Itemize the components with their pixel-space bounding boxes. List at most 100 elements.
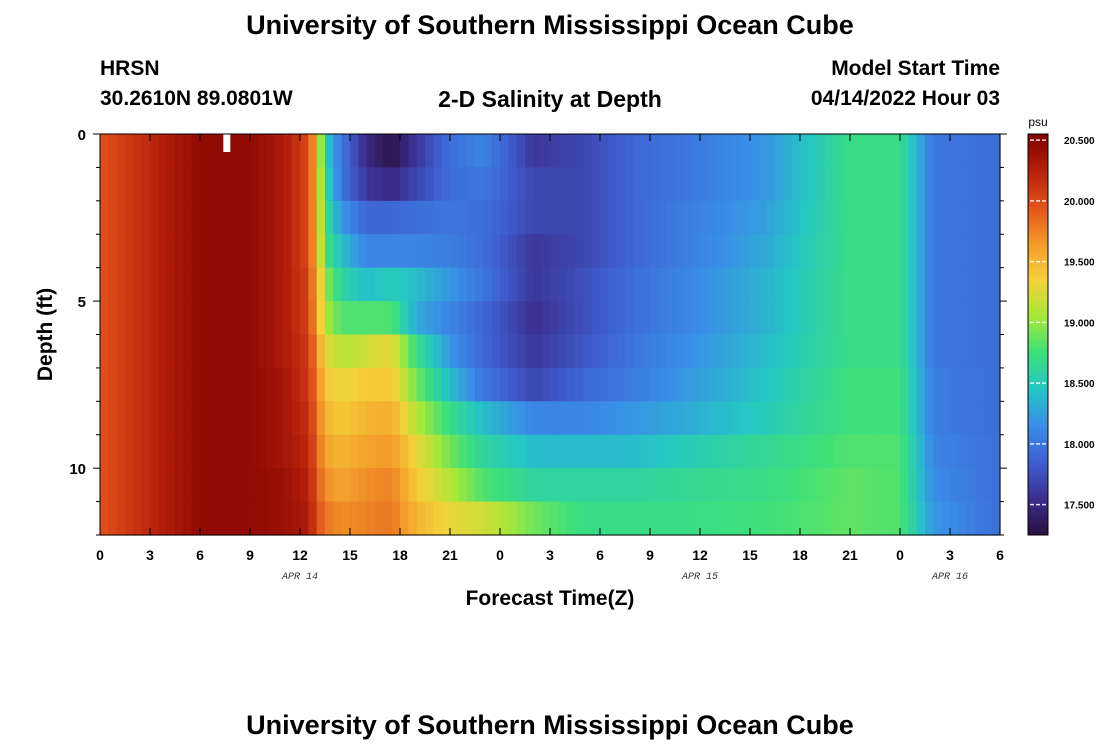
heatmap-cell [758, 167, 768, 202]
heatmap-cell [466, 434, 476, 469]
heatmap-cell [208, 434, 218, 469]
heatmap-cell [258, 401, 268, 436]
heatmap-cell [675, 468, 684, 503]
heatmap-cell [408, 200, 418, 235]
heatmap-cell [100, 267, 109, 302]
heatmap-cell [541, 401, 551, 436]
heatmap-cell [683, 334, 693, 369]
heatmap-cell [558, 301, 568, 336]
heatmap-cell [650, 267, 659, 302]
heatmap-cell [491, 334, 501, 369]
heatmap-cell [333, 234, 343, 269]
heatmap-cell [183, 267, 193, 302]
heatmap-cell [716, 334, 726, 369]
heatmap-cell [133, 301, 143, 336]
heatmap-cell [216, 200, 226, 235]
heatmap-cell [733, 401, 743, 436]
heatmap-cell [750, 200, 759, 235]
heatmap-cell [508, 334, 518, 369]
heatmap-cell [658, 501, 668, 536]
heatmap-cell [141, 234, 151, 269]
heatmap-cell [116, 134, 126, 169]
heatmap-cell [175, 468, 184, 503]
heatmap-cell [208, 367, 218, 402]
heatmap-cell [658, 234, 668, 269]
heatmap-cell [258, 234, 268, 269]
heatmap-cell [391, 501, 401, 536]
heatmap-cell [133, 267, 143, 302]
heatmap-cell [333, 501, 343, 536]
heatmap-cell [575, 334, 584, 369]
heatmap-cell [833, 301, 843, 336]
heatmap-cell [516, 167, 526, 202]
heatmap-cell [650, 501, 659, 536]
heatmap-cell [325, 234, 334, 269]
heatmap-cell [216, 434, 226, 469]
heatmap-cell [666, 468, 676, 503]
heatmap-cell [941, 267, 951, 302]
heatmap-cell [625, 501, 634, 536]
heatmap-cell [483, 234, 493, 269]
heatmap-cell [883, 301, 893, 336]
heatmap-cell [483, 301, 493, 336]
heatmap-cell [991, 267, 1001, 302]
heatmap-cell [800, 334, 809, 369]
heatmap-cell [808, 367, 818, 402]
heatmap-cell [366, 167, 376, 202]
heatmap-cell [450, 501, 459, 536]
heatmap-cell [458, 367, 468, 402]
colorbar-tick-label: 19.000 [1064, 318, 1095, 329]
heatmap-cell [700, 234, 709, 269]
heatmap-cell [425, 267, 434, 302]
heatmap-cell [783, 501, 793, 536]
heatmap-cell [808, 167, 818, 202]
heatmap-cell [158, 401, 168, 436]
heatmap-cell [758, 434, 768, 469]
heatmap-cell [825, 401, 834, 436]
heatmap-cell [191, 267, 201, 302]
heatmap-cell [150, 134, 159, 169]
heatmap-cell [750, 167, 759, 202]
heatmap-cell [400, 434, 409, 469]
heatmap-cell [650, 468, 659, 503]
heatmap-cell [158, 200, 168, 235]
heatmap-cell [966, 267, 976, 302]
heatmap-cell [108, 167, 118, 202]
heatmap-cell [516, 367, 526, 402]
heatmap-cell [516, 501, 526, 536]
heatmap-cell [975, 401, 984, 436]
heatmap-cell [291, 134, 301, 169]
heatmap-cell [133, 468, 143, 503]
heatmap-cell [808, 267, 818, 302]
heatmap-cell [325, 468, 334, 503]
heatmap-cell [625, 367, 634, 402]
heatmap-cell [358, 301, 368, 336]
heatmap-cell [166, 334, 176, 369]
heatmap-cell [883, 167, 893, 202]
heatmap-cell [716, 401, 726, 436]
heatmap-cell [308, 401, 318, 436]
heatmap-cell [983, 401, 993, 436]
heatmap-cell [225, 301, 234, 336]
heatmap-cell [225, 468, 234, 503]
heatmap-cell [633, 134, 643, 169]
heatmap-cell [658, 134, 668, 169]
heatmap-cell [208, 501, 218, 536]
heatmap-cell [141, 434, 151, 469]
heatmap-cell [133, 367, 143, 402]
heatmap-cell [266, 200, 276, 235]
heatmap-cell [391, 434, 401, 469]
heatmap-cell [900, 134, 909, 169]
heatmap-cell [375, 167, 384, 202]
heatmap-cell [450, 434, 459, 469]
heatmap-cell [166, 434, 176, 469]
heatmap-cell [766, 167, 776, 202]
heatmap-cell [975, 301, 984, 336]
heatmap-cell [575, 200, 584, 235]
heatmap-cell [525, 334, 534, 369]
heatmap-cell [591, 468, 601, 503]
heatmap-cell [691, 434, 701, 469]
heatmap-cell [733, 434, 743, 469]
heatmap-cell [725, 401, 734, 436]
heatmap-cell [225, 501, 234, 536]
